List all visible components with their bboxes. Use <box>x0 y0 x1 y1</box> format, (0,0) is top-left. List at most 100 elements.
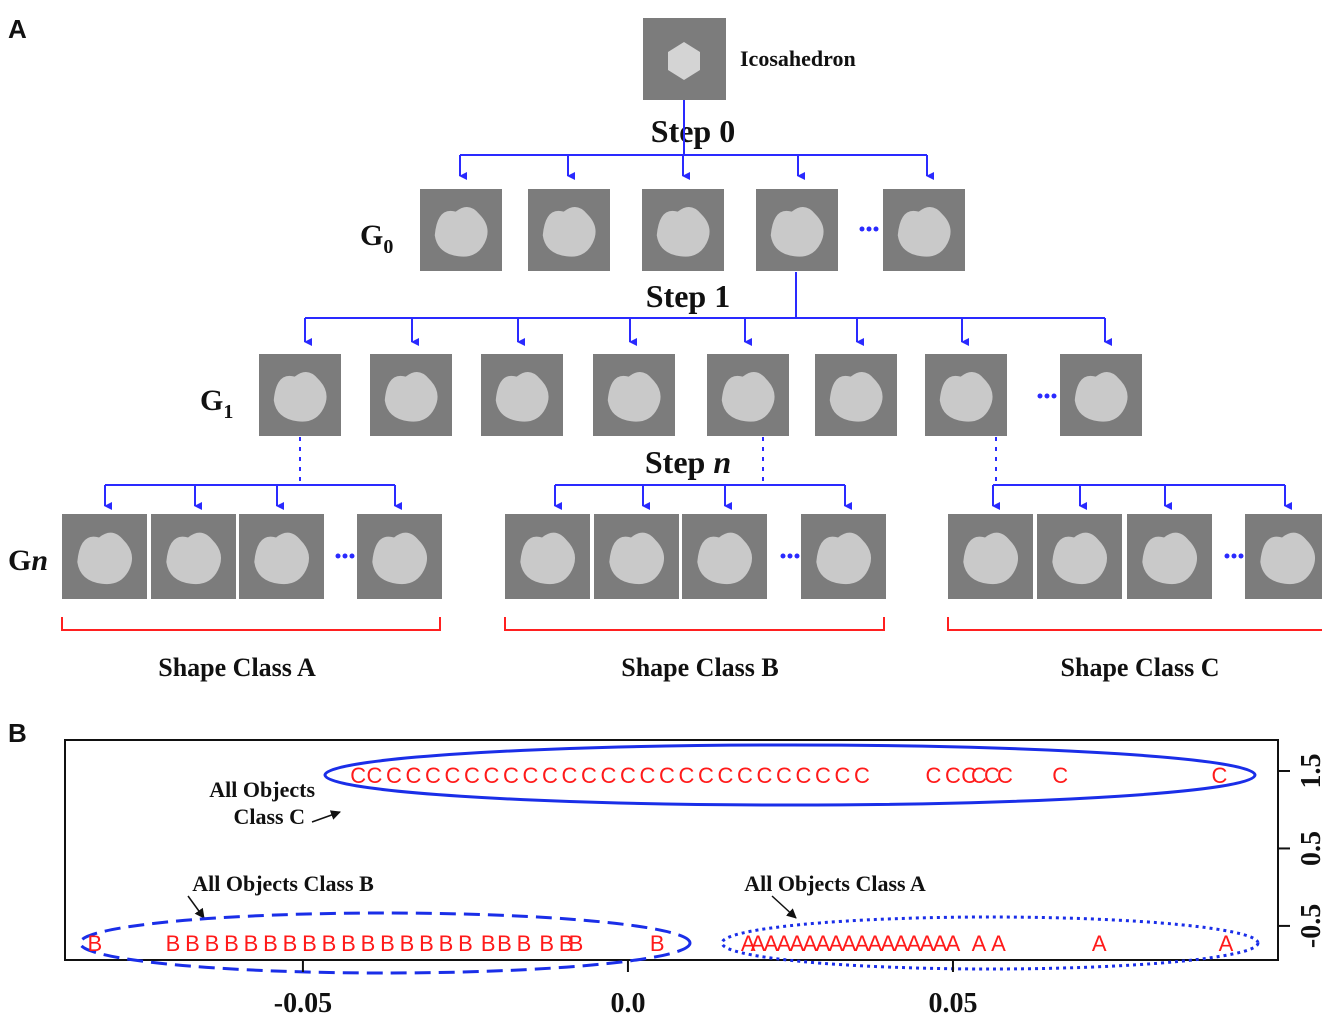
ellipsis-dot <box>350 554 355 559</box>
point: B <box>400 931 415 956</box>
gen-letter: G <box>360 219 383 252</box>
gen-sub: 1 <box>223 401 233 423</box>
ellipsis-dot <box>1225 554 1230 559</box>
point: B <box>539 931 554 956</box>
point: B <box>517 931 532 956</box>
panel-label: A <box>8 14 27 44</box>
point: B <box>569 931 584 956</box>
point: B <box>439 931 454 956</box>
point: C <box>679 763 695 788</box>
ellipsis-dot <box>336 554 341 559</box>
figure: A Icosahedron Step 0 Step 1 Step n G0 G1… <box>0 0 1322 1032</box>
point: C <box>926 763 942 788</box>
ellipsis-dot <box>343 554 348 559</box>
annotation-arrow <box>312 812 340 822</box>
point: B <box>224 931 239 956</box>
point: C <box>503 763 519 788</box>
point: B <box>244 931 259 956</box>
gen-sub: 0 <box>383 236 393 258</box>
point: A <box>972 931 987 956</box>
annotation: Class C <box>233 804 305 829</box>
ellipsis-dot <box>1239 554 1244 559</box>
point: B <box>302 931 317 956</box>
diagram <box>62 18 1322 630</box>
ellipsis-dot <box>788 554 793 559</box>
point: C <box>464 763 480 788</box>
point: C <box>835 763 851 788</box>
step-var: n <box>713 444 731 480</box>
point: C <box>945 763 961 788</box>
x-tick-label: 0.0 <box>610 988 645 1019</box>
generation-label: G0 <box>360 219 393 258</box>
point: B <box>497 931 512 956</box>
ellipsis-dot <box>1045 394 1050 399</box>
point: C <box>366 763 382 788</box>
point: B <box>88 931 103 956</box>
annotation: All Objects Class B <box>192 871 374 896</box>
point: B <box>481 931 496 956</box>
point: C <box>1052 763 1068 788</box>
point: B <box>283 931 298 956</box>
class-label: Shape Class C <box>1061 653 1220 682</box>
point: C <box>444 763 460 788</box>
point: C <box>776 763 792 788</box>
point: B <box>341 931 356 956</box>
ellipsis-dot <box>1232 554 1237 559</box>
point: C <box>854 763 870 788</box>
y-tick-label: 0.5 <box>1296 831 1322 866</box>
ellipsis-dot <box>1038 394 1043 399</box>
ellipsis-dot <box>795 554 800 559</box>
point: C <box>737 763 753 788</box>
point: B <box>185 931 200 956</box>
point: C <box>600 763 616 788</box>
point: B <box>263 931 278 956</box>
ellipsis-dot <box>781 554 786 559</box>
root-label: Icosahedron <box>740 46 856 71</box>
point: A <box>991 931 1006 956</box>
generation-label: G1 <box>200 384 233 423</box>
class-label: Shape Class A <box>158 653 316 682</box>
class-bracket <box>505 617 884 630</box>
point: A <box>1092 931 1107 956</box>
point: C <box>698 763 714 788</box>
point: C <box>561 763 577 788</box>
step-label: Step n <box>645 444 731 480</box>
x-tick-label: 0.05 <box>928 988 977 1019</box>
point: B <box>650 931 665 956</box>
ellipsis-dot <box>874 227 879 232</box>
class-bracket <box>62 617 440 630</box>
gen-letter: G <box>200 384 223 417</box>
annotation: All Objects Class A <box>744 871 926 896</box>
point: B <box>361 931 376 956</box>
gen-letter: G <box>8 544 31 577</box>
y-tick-label: -0.5 <box>1296 904 1322 948</box>
panel-label: B <box>8 718 27 748</box>
generation-label: Gn <box>8 544 48 577</box>
point: C <box>542 763 558 788</box>
ellipsis-dot <box>860 227 865 232</box>
step-text: Step <box>645 444 705 480</box>
point: B <box>166 931 181 956</box>
class-bracket <box>948 617 1322 630</box>
step-label: Step 1 <box>646 278 730 314</box>
point: C <box>350 763 366 788</box>
point: C <box>483 763 499 788</box>
point: C <box>757 763 773 788</box>
point: B <box>419 931 434 956</box>
gen-var: n <box>31 544 48 577</box>
point: B <box>458 931 473 956</box>
point: C <box>815 763 831 788</box>
y-tick-label: 1.5 <box>1296 753 1322 788</box>
point: C <box>1212 763 1228 788</box>
point: A <box>1219 931 1234 956</box>
annotation-arrow <box>188 896 204 918</box>
point: C <box>620 763 636 788</box>
ellipsis-dot <box>867 227 872 232</box>
annotation: All Objects <box>209 777 315 802</box>
point: B <box>322 931 337 956</box>
point: C <box>581 763 597 788</box>
point: C <box>522 763 538 788</box>
point: C <box>405 763 421 788</box>
class-label: Shape Class B <box>621 653 779 682</box>
point: C <box>796 763 812 788</box>
